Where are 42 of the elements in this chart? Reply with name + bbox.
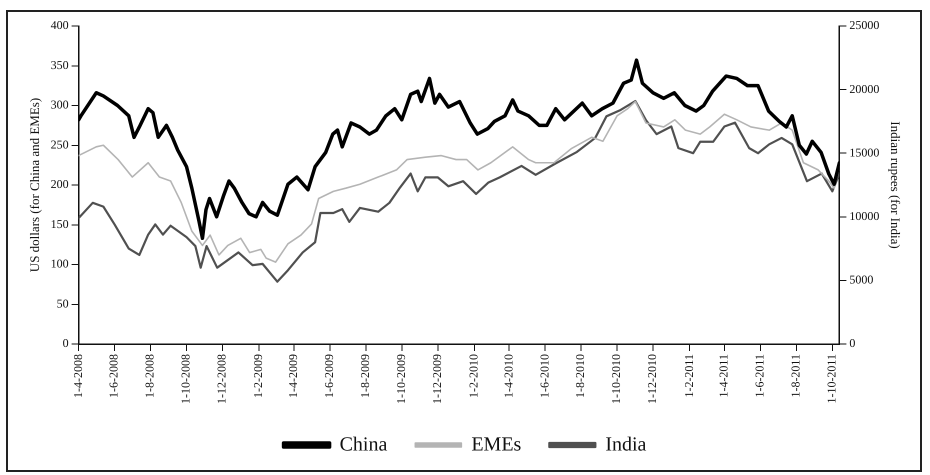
x-tick-label: 1-8-2011 xyxy=(788,354,803,398)
y-tick-label: 250 xyxy=(50,137,69,152)
y-tick-label: 400 xyxy=(50,18,69,32)
x-tick-label: 1-2-2009 xyxy=(251,354,266,398)
y2-tick-label: 5000 xyxy=(849,272,874,287)
x-tick-label: 1-10-2011 xyxy=(824,354,838,404)
x-tick-label: 1-4-2011 xyxy=(716,354,731,398)
x-tick-label: 1-12-2008 xyxy=(214,354,229,404)
x-tick-label: 1-4-2010 xyxy=(501,354,516,398)
legend-label: India xyxy=(605,433,647,456)
x-tick-label: 1-10-2010 xyxy=(609,354,624,404)
y2-tick-label: 15000 xyxy=(849,145,880,160)
x-tick-label: 1-10-2008 xyxy=(178,354,193,404)
x-tick-label: 1-2-2010 xyxy=(466,354,480,398)
x-tick-label: 1-6-2010 xyxy=(537,354,552,398)
y-tick-label: 150 xyxy=(50,216,69,231)
x-tick-label: 1-12-2010 xyxy=(645,354,660,404)
x-tick-label: 1-12-2009 xyxy=(430,354,444,404)
x-tick-label: 1-6-2008 xyxy=(106,354,121,398)
y2-tick-label: 25000 xyxy=(849,18,880,32)
x-tick-label: 1-6-2011 xyxy=(752,354,767,398)
y-tick-label: 200 xyxy=(50,177,69,192)
y2-tick-label: 0 xyxy=(849,336,856,350)
x-tick-label: 1-6-2009 xyxy=(322,354,336,398)
y2-axis-title: Indian rupees (for India) xyxy=(888,121,903,249)
y-tick-label: 350 xyxy=(50,58,69,72)
x-tick-label: 1-8-2010 xyxy=(573,354,588,398)
y-tick-label: 50 xyxy=(56,296,69,310)
x-tick-label: 1-10-2009 xyxy=(394,354,408,404)
y-tick-label: 300 xyxy=(50,98,69,112)
x-tick-label: 1-2-2011 xyxy=(682,354,696,398)
x-tick-label: 1-4-2008 xyxy=(70,354,85,398)
y-tick-label: 100 xyxy=(50,256,69,271)
x-tick-label: 1-4-2009 xyxy=(286,354,300,398)
y-axis-title: US dollars (for China and EMEs) xyxy=(27,98,42,272)
x-tick-label: 1-8-2009 xyxy=(358,354,372,398)
legend-label: EMEs xyxy=(471,433,522,456)
x-tick-label: 1-8-2008 xyxy=(142,354,157,398)
y-tick-label: 0 xyxy=(62,336,69,350)
legend-label: China xyxy=(340,433,388,456)
y2-tick-label: 20000 xyxy=(849,82,880,96)
y2-tick-label: 10000 xyxy=(849,208,880,223)
